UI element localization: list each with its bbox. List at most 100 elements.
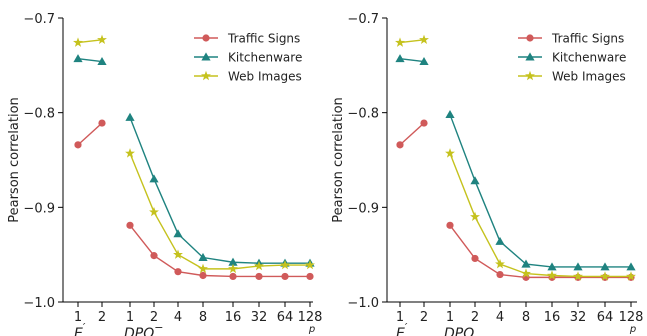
- data-point: [305, 259, 315, 270]
- x-tick-label: 2: [98, 310, 106, 325]
- series-web-images: [73, 34, 315, 274]
- x-tick-label: 8: [522, 310, 530, 325]
- y-tick-label: −0.7: [23, 12, 55, 27]
- y-tick-label: −0.9: [347, 201, 379, 216]
- x-tick-label: 128: [298, 310, 323, 325]
- data-point: [306, 272, 314, 281]
- data-point: [445, 109, 455, 119]
- data-point: [198, 263, 208, 274]
- series-traffic-signs: [74, 119, 314, 281]
- series-line: [129, 117, 310, 264]
- y-tick-label: −0.8: [23, 107, 55, 122]
- y-tick-label: −1.0: [23, 296, 55, 311]
- x-tick-label: 1: [126, 310, 134, 325]
- data-point: [149, 174, 159, 183]
- x-tick-label: 4: [496, 310, 504, 325]
- y-axis-label: Pearson correlation: [331, 97, 346, 223]
- series-line: [399, 122, 425, 146]
- x-tick-label: 64: [597, 310, 614, 325]
- x-group-label: E′p: [396, 321, 408, 336]
- data-point: [445, 148, 455, 158]
- data-point: [73, 37, 83, 47]
- chart-panel-1: −1.0 −0.9 −0.8 −0.7 Pearson correlation 1 2 1 2 4…: [7, 12, 322, 336]
- legend-marker: [201, 70, 211, 81]
- y-axis-label: Pearson correlation: [7, 97, 22, 223]
- data-point: [395, 37, 405, 47]
- data-point: [573, 262, 583, 271]
- data-point: [471, 254, 479, 263]
- x-tick-label: 4: [174, 310, 182, 325]
- data-point: [521, 268, 531, 278]
- series-line: [129, 224, 310, 278]
- data-point: [470, 176, 480, 185]
- legend-label: Web Images: [228, 70, 302, 84]
- data-point: [73, 54, 83, 63]
- data-point: [149, 206, 159, 217]
- data-point: [573, 271, 583, 281]
- x-tick-label: 16: [544, 310, 561, 325]
- data-point: [74, 141, 82, 149]
- x-group-label: DPQp: [444, 326, 481, 336]
- legend-label: Traffic Signs: [227, 32, 300, 46]
- series-line: [77, 39, 103, 44]
- chart-panel-2: −1.0 −0.9 −0.8 −0.7 Pearson correlation 1 2 1 2 4…: [331, 12, 643, 336]
- data-point: [419, 56, 429, 65]
- legend-marker: [202, 34, 210, 42]
- data-point: [280, 259, 290, 270]
- data-point: [198, 252, 208, 261]
- data-point: [126, 221, 134, 229]
- x-variable-label: p: [308, 324, 315, 335]
- y-tick-label: −1.0: [347, 296, 379, 311]
- data-point: [281, 272, 289, 281]
- x-tick-label: 2: [471, 310, 479, 325]
- x-group-label: E′p: [74, 321, 86, 336]
- data-point: [98, 119, 106, 127]
- data-point: [173, 229, 183, 238]
- legend-marker: [201, 52, 211, 61]
- data-point: [396, 141, 404, 149]
- series-line: [449, 153, 631, 278]
- series-line: [399, 58, 425, 63]
- x-tick-label: 32: [570, 310, 587, 325]
- data-point: [255, 272, 263, 281]
- x-tick-label: 1: [396, 310, 404, 325]
- data-point: [547, 270, 557, 280]
- data-point: [600, 271, 610, 281]
- legend-label: Web Images: [552, 70, 626, 84]
- legend-marker: [525, 70, 535, 81]
- data-point: [626, 271, 636, 281]
- legend-label: Kitchenware: [552, 51, 626, 65]
- data-point: [150, 252, 158, 260]
- series-line: [129, 153, 310, 270]
- data-point: [173, 249, 183, 259]
- series-line: [449, 224, 631, 279]
- data-point: [470, 211, 480, 222]
- x-tick-label: 64: [277, 310, 294, 325]
- legend-label: Kitchenware: [228, 51, 302, 65]
- x-tick-label: 1: [446, 310, 454, 325]
- data-point: [626, 262, 636, 271]
- series-kitchenware: [73, 54, 315, 267]
- data-point: [228, 257, 238, 266]
- x-tick-label: 16: [225, 310, 242, 325]
- x-tick-label: 128: [619, 310, 644, 325]
- legend-label: Traffic Signs: [551, 32, 624, 46]
- legend: Traffic Signs Kitchenware Web Images: [518, 32, 626, 84]
- data-point: [97, 34, 107, 44]
- legend-marker: [525, 52, 535, 61]
- data-point: [446, 221, 454, 229]
- data-point: [229, 272, 237, 281]
- x-tick-label: 2: [150, 310, 158, 325]
- series-line: [77, 58, 103, 63]
- legend: Traffic Signs Kitchenware Web Images: [194, 32, 302, 84]
- data-point: [495, 236, 505, 245]
- series-kitchenware: [395, 54, 636, 271]
- x-tick-label: 1: [74, 310, 82, 325]
- series-line: [77, 122, 103, 146]
- series-traffic-signs: [396, 119, 635, 281]
- data-point: [419, 34, 429, 44]
- y-tick-label: −0.9: [23, 201, 55, 216]
- series-line: [449, 114, 631, 268]
- data-point: [495, 258, 505, 269]
